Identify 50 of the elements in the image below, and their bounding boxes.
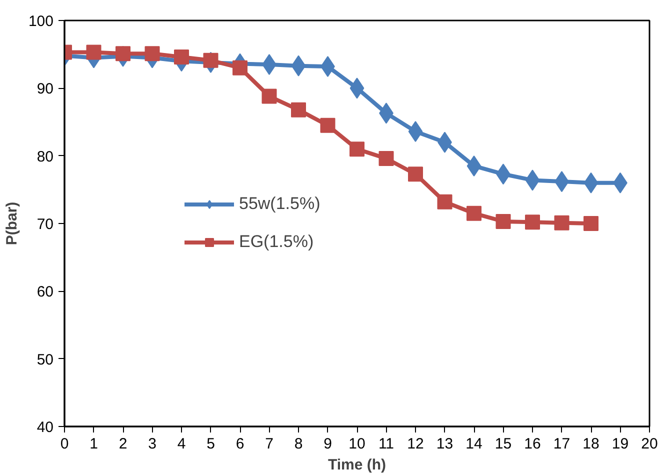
- point: [203, 52, 218, 68]
- x-tick-label: 16: [524, 436, 541, 452]
- x-tick-label: 1: [90, 436, 98, 452]
- x-tick-label: 10: [348, 436, 366, 452]
- point: [378, 151, 394, 166]
- point: [350, 142, 364, 157]
- point: [496, 214, 511, 229]
- x-tick-label: 20: [641, 436, 658, 452]
- x-tick-label: 15: [494, 436, 512, 452]
- point: [232, 60, 248, 76]
- y-tick-label: 90: [36, 80, 54, 98]
- point: [554, 215, 570, 230]
- y-tick-label: 60: [36, 284, 54, 301]
- x-tick-label: 3: [148, 436, 156, 452]
- x-tick-label: 7: [265, 436, 274, 452]
- point: [262, 88, 277, 104]
- x-tick-label: 0: [60, 436, 69, 452]
- x-tick-label: 2: [118, 436, 128, 452]
- point: [116, 46, 130, 62]
- y-axis-title: P(bar): [3, 202, 20, 246]
- x-tick-label: 8: [294, 436, 303, 452]
- point: [525, 214, 540, 230]
- x-tick-label: 14: [466, 436, 482, 452]
- legend-label: 55w(1.5%): [239, 194, 320, 214]
- x-tick-label: 17: [553, 436, 570, 452]
- point: [408, 166, 423, 182]
- x-tick-label: 5: [206, 436, 215, 452]
- point: [320, 118, 336, 133]
- point: [144, 46, 160, 62]
- point: [86, 44, 102, 60]
- point: [291, 102, 306, 118]
- x-tick-label: 13: [436, 436, 454, 452]
- point: [466, 206, 482, 221]
- point: [437, 194, 452, 210]
- y-tick-label: 40: [36, 419, 54, 436]
- x-tick-label: 12: [407, 436, 424, 452]
- x-tick-label: 6: [236, 436, 244, 452]
- legend-label: EG(1.5%): [239, 232, 314, 252]
- x-tick-label: 18: [582, 436, 600, 452]
- y-tick-label: 80: [36, 148, 54, 166]
- x-tick-label: 11: [378, 436, 394, 452]
- x-axis-title: Time (h): [328, 456, 386, 474]
- x-tick-label: 9: [324, 436, 332, 452]
- y-tick-label: 70: [36, 216, 54, 233]
- y-tick-label: 100: [28, 13, 54, 30]
- point: [174, 50, 189, 65]
- x-tick-label: 19: [612, 436, 629, 452]
- x-tick-label: 4: [177, 436, 186, 452]
- y-tick-label: 50: [36, 351, 54, 368]
- point: [584, 216, 598, 231]
